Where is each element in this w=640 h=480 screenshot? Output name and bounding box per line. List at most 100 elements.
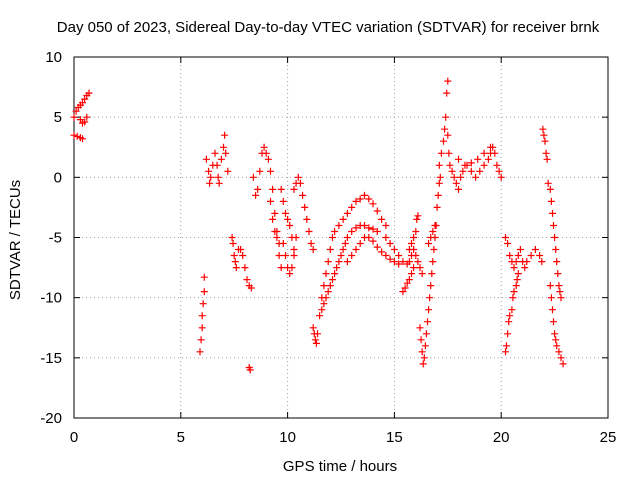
data-point	[433, 203, 441, 211]
data-point	[555, 348, 563, 356]
data-point	[378, 248, 386, 256]
data-point	[476, 167, 484, 175]
data-point	[271, 228, 279, 235]
data-point	[320, 282, 328, 290]
data-point	[440, 137, 447, 145]
data-point	[527, 252, 535, 259]
data-point	[444, 131, 452, 139]
x-tick-label: 5	[177, 429, 185, 446]
data-point	[420, 354, 428, 362]
data-point	[452, 179, 460, 187]
data-point	[73, 132, 81, 140]
data-point	[76, 116, 84, 124]
data-point	[412, 252, 420, 259]
data-point	[348, 203, 356, 211]
data-point	[382, 234, 390, 241]
data-point	[436, 173, 444, 181]
data-point	[356, 240, 364, 247]
data-point	[365, 234, 373, 241]
data-point	[231, 258, 239, 266]
data-point	[230, 252, 238, 259]
data-point	[512, 258, 520, 266]
data-point	[243, 276, 251, 284]
data-point	[429, 258, 437, 266]
data-point	[267, 197, 274, 205]
data-point	[399, 258, 407, 266]
data-point	[343, 258, 351, 266]
data-point	[373, 207, 381, 215]
data-point	[510, 288, 518, 296]
data-point	[213, 161, 221, 169]
data-point	[215, 179, 223, 187]
data-point	[425, 306, 433, 314]
data-point	[197, 336, 205, 344]
data-point	[503, 342, 510, 350]
data-point	[352, 197, 360, 205]
data-point	[513, 276, 521, 284]
data-point	[418, 270, 426, 278]
data-point	[279, 240, 287, 247]
data-point	[419, 360, 427, 368]
data-point	[448, 167, 456, 175]
data-point	[403, 279, 411, 287]
data-point	[305, 228, 313, 235]
data-point	[196, 348, 204, 356]
data-point	[356, 195, 364, 203]
data-point	[549, 209, 556, 217]
data-point	[199, 300, 207, 308]
data-point	[425, 240, 433, 247]
data-point	[430, 246, 438, 253]
data-point	[418, 348, 426, 356]
data-point	[222, 149, 230, 157]
data-point	[81, 95, 89, 103]
x-tick-label: 25	[600, 429, 617, 446]
data-point	[554, 270, 562, 278]
data-point	[282, 209, 289, 217]
data-point	[352, 224, 360, 232]
data-point	[314, 330, 321, 338]
data-point	[413, 215, 421, 223]
data-point	[410, 246, 418, 253]
data-point	[72, 107, 80, 115]
data-point	[277, 264, 285, 272]
data-point	[309, 246, 317, 253]
data-point	[200, 288, 208, 296]
data-point	[329, 234, 336, 241]
data-point	[424, 318, 431, 326]
data-point	[414, 258, 422, 266]
data-point	[217, 155, 225, 163]
data-point	[441, 125, 449, 133]
data-point	[312, 339, 320, 347]
data-point	[292, 234, 300, 241]
data-point	[299, 191, 307, 199]
data-point	[395, 252, 403, 259]
data-point	[427, 282, 435, 290]
data-point	[290, 185, 298, 193]
data-point	[399, 288, 407, 296]
data-point	[386, 255, 394, 263]
data-point	[228, 234, 236, 241]
data-point	[211, 149, 219, 157]
data-point	[557, 354, 565, 362]
data-point	[443, 89, 451, 97]
data-point	[290, 252, 298, 259]
data-point	[326, 246, 334, 253]
data-point	[224, 167, 232, 175]
data-point	[335, 222, 343, 229]
data-point	[408, 240, 415, 247]
data-point	[324, 288, 332, 296]
data-point	[369, 225, 377, 233]
data-point	[505, 318, 513, 326]
data-point	[369, 200, 377, 208]
data-point	[521, 264, 529, 272]
data-point	[303, 215, 311, 223]
data-point	[405, 258, 413, 266]
data-point	[472, 173, 480, 181]
data-point	[550, 318, 557, 326]
data-point	[544, 179, 552, 187]
chart-title: Day 050 of 2023, Sidereal Day-to-day VTE…	[57, 19, 600, 36]
data-point	[523, 258, 531, 266]
data-point	[237, 246, 245, 253]
